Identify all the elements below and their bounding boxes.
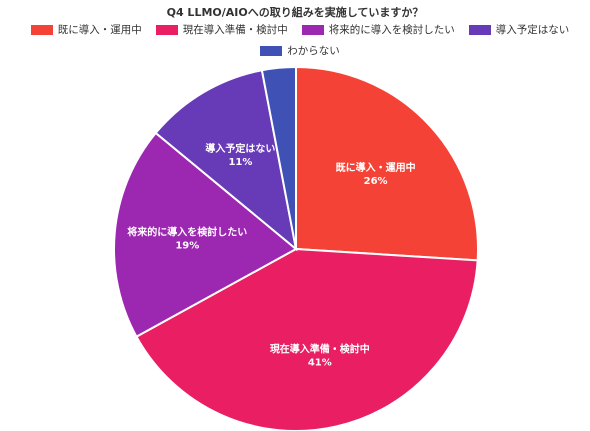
pie-slice-future[interactable] bbox=[113, 131, 298, 339]
chart-title: Q4 LLMO/AIOへの取り組みを実施していますか？ bbox=[166, 6, 424, 19]
slice-label-future: 将来的に導入を検討したい bbox=[127, 226, 247, 239]
slice-value-no-plan: 11% bbox=[228, 157, 252, 168]
slice-label-preparing: 現在導入準備・検討中 bbox=[270, 343, 370, 356]
legend-item-future[interactable]: 将来的に導入を検討したい bbox=[301, 22, 455, 37]
slice-value-already: 26% bbox=[364, 176, 388, 187]
legend-swatch bbox=[260, 45, 283, 56]
legend-swatch bbox=[301, 24, 324, 35]
legend-label: わからない bbox=[287, 45, 340, 57]
pie-slice-already[interactable] bbox=[295, 65, 479, 262]
legend-swatch bbox=[155, 24, 178, 35]
legend-label: 既に導入・運用中 bbox=[57, 24, 142, 36]
slice-value-future: 19% bbox=[175, 241, 199, 252]
pie-slice-unknown[interactable] bbox=[260, 65, 297, 250]
legend: 既に導入・運用中 現在導入準備・検討中 将来的に導入を検討したい 導入予定はない… bbox=[30, 22, 570, 58]
legend-item-preparing[interactable]: 現在導入準備・検討中 bbox=[155, 22, 288, 37]
legend-swatch bbox=[468, 24, 491, 35]
pie-slice-preparing[interactable] bbox=[135, 247, 479, 431]
slice-label-already: 既に導入・運用中 bbox=[336, 161, 416, 174]
slice-value-preparing: 41% bbox=[308, 358, 332, 369]
legend-label: 将来的に導入を検討したい bbox=[328, 24, 455, 36]
legend-label: 導入予定はない bbox=[495, 24, 570, 36]
slice-label-no-plan: 導入予定はない bbox=[205, 142, 275, 155]
legend-swatch bbox=[30, 24, 53, 35]
pie-slice-no-plan[interactable] bbox=[154, 69, 298, 252]
legend-item-already[interactable]: 既に導入・運用中 bbox=[30, 22, 142, 37]
legend-label: 現在導入準備・検討中 bbox=[182, 24, 288, 36]
legend-item-unknown[interactable]: わからない bbox=[260, 43, 340, 58]
legend-item-no-plan[interactable]: 導入予定はない bbox=[468, 22, 570, 37]
